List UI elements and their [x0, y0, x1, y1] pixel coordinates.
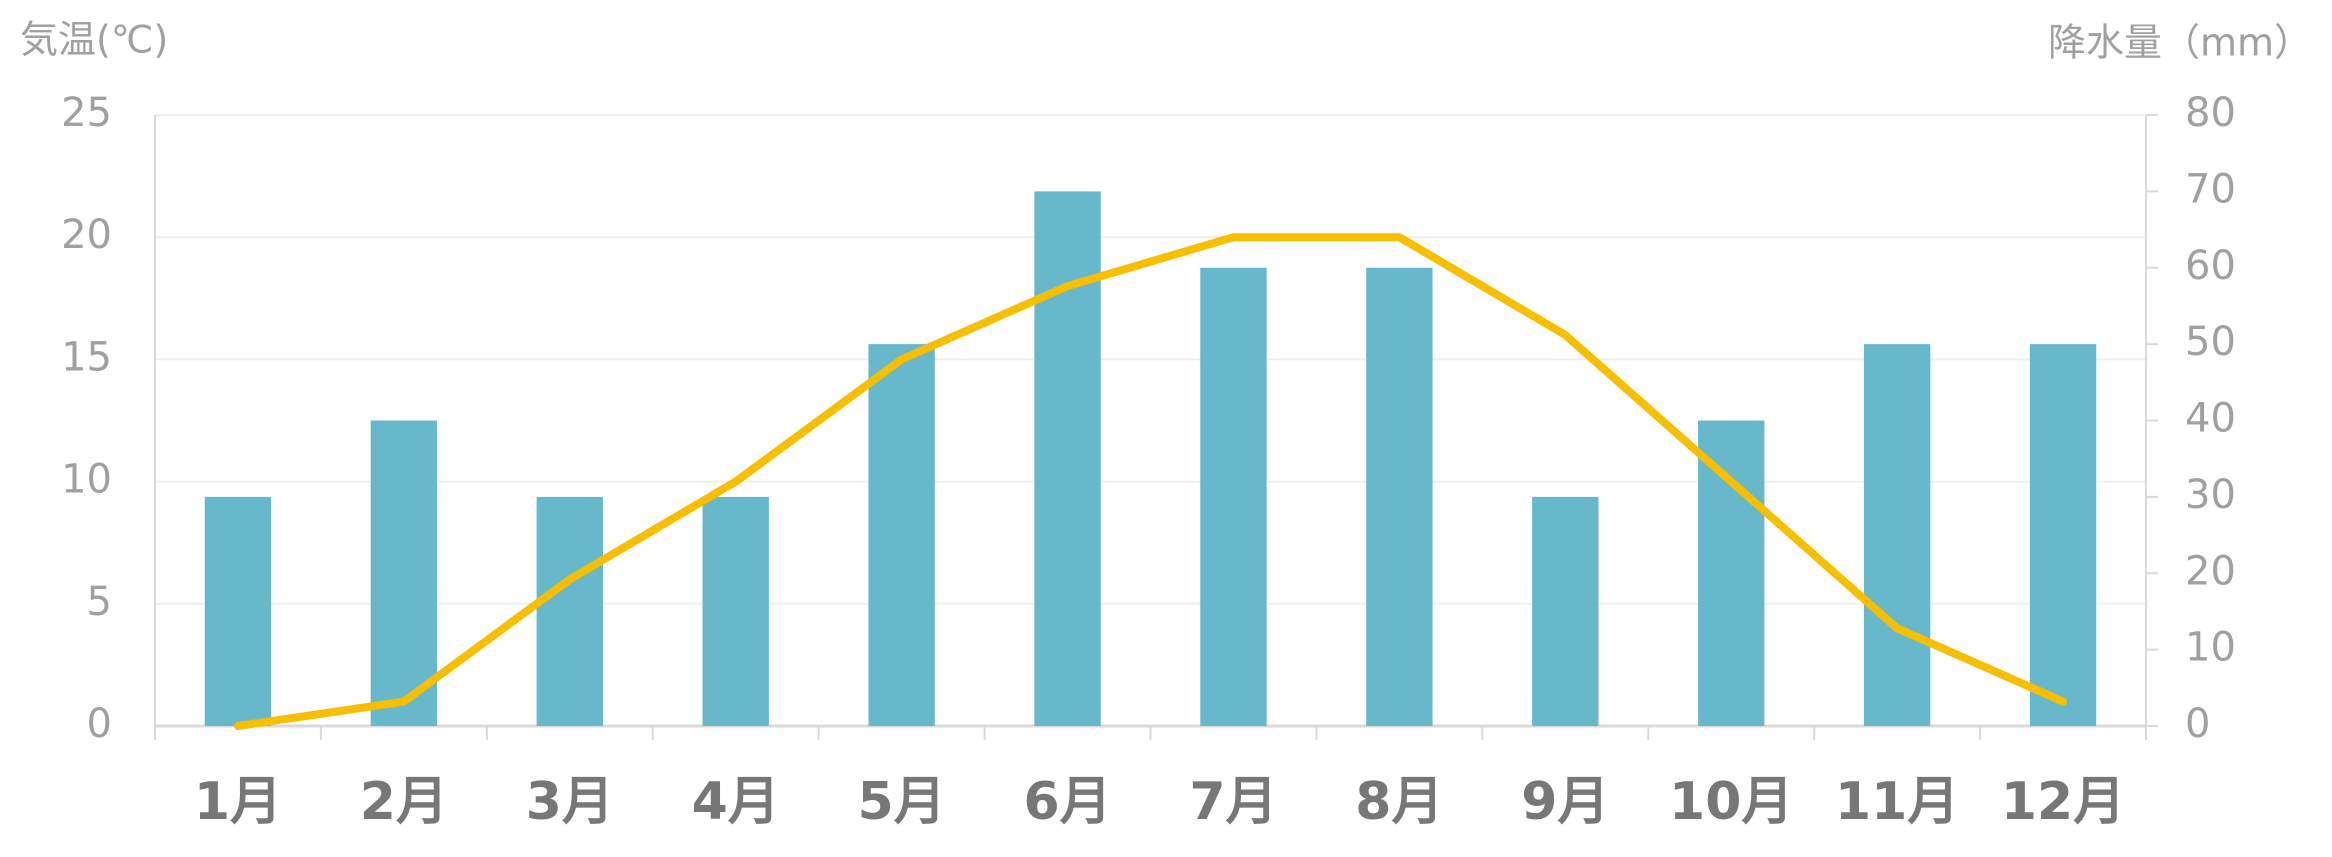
bar	[1698, 420, 1765, 726]
bar	[204, 496, 272, 726]
bar	[1863, 344, 1931, 726]
y-tick-label: 20	[61, 212, 112, 258]
y2-tick-label: 70	[2185, 166, 2236, 212]
x-tick-label: 12月	[2001, 772, 2125, 832]
bar	[2029, 344, 2097, 726]
y2-tick-label: 0	[2185, 701, 2210, 747]
x-tick-label: 3月	[526, 772, 614, 832]
y2-tick-label: 10	[2185, 625, 2236, 671]
x-tick-label: 2月	[360, 772, 448, 832]
x-tick-label: 11月	[1835, 772, 1959, 832]
y2-tick-label: 80	[2185, 90, 2236, 136]
y2-tick-label: 60	[2185, 243, 2236, 289]
bar	[1366, 267, 1433, 726]
bar	[370, 420, 438, 726]
x-tick-label: 9月	[1521, 772, 1609, 832]
line	[233, 233, 2068, 730]
x-tick-label: 7月	[1189, 772, 1277, 832]
y-tick-label: 15	[61, 334, 112, 380]
y-tick-label: 5	[87, 579, 112, 625]
bar	[702, 496, 769, 726]
bar	[1034, 191, 1101, 726]
y2-tick-label: 40	[2185, 396, 2236, 442]
y-tick-label: 0	[87, 701, 112, 747]
bar	[1200, 267, 1267, 726]
y-tick-label: 10	[61, 457, 112, 503]
y-axis-title: 気温(℃)	[20, 18, 168, 62]
x-tick-label: 5月	[858, 772, 946, 832]
x-tick-label: 4月	[692, 772, 780, 832]
x-tick-label: 10月	[1669, 772, 1793, 832]
x-tick-label: 8月	[1355, 772, 1443, 832]
bar	[1532, 496, 1599, 726]
bar	[868, 344, 935, 726]
x-tick-label: 6月	[1023, 772, 1111, 832]
bar	[536, 496, 603, 726]
x-tick-label: 1月	[194, 772, 282, 832]
y2-tick-label: 20	[2185, 548, 2236, 594]
y2-axis-title: 降水量（mm）	[2048, 21, 2312, 65]
y-tick-label: 25	[61, 90, 112, 136]
y2-tick-label: 30	[2185, 472, 2236, 518]
y2-tick-label: 50	[2185, 319, 2236, 365]
